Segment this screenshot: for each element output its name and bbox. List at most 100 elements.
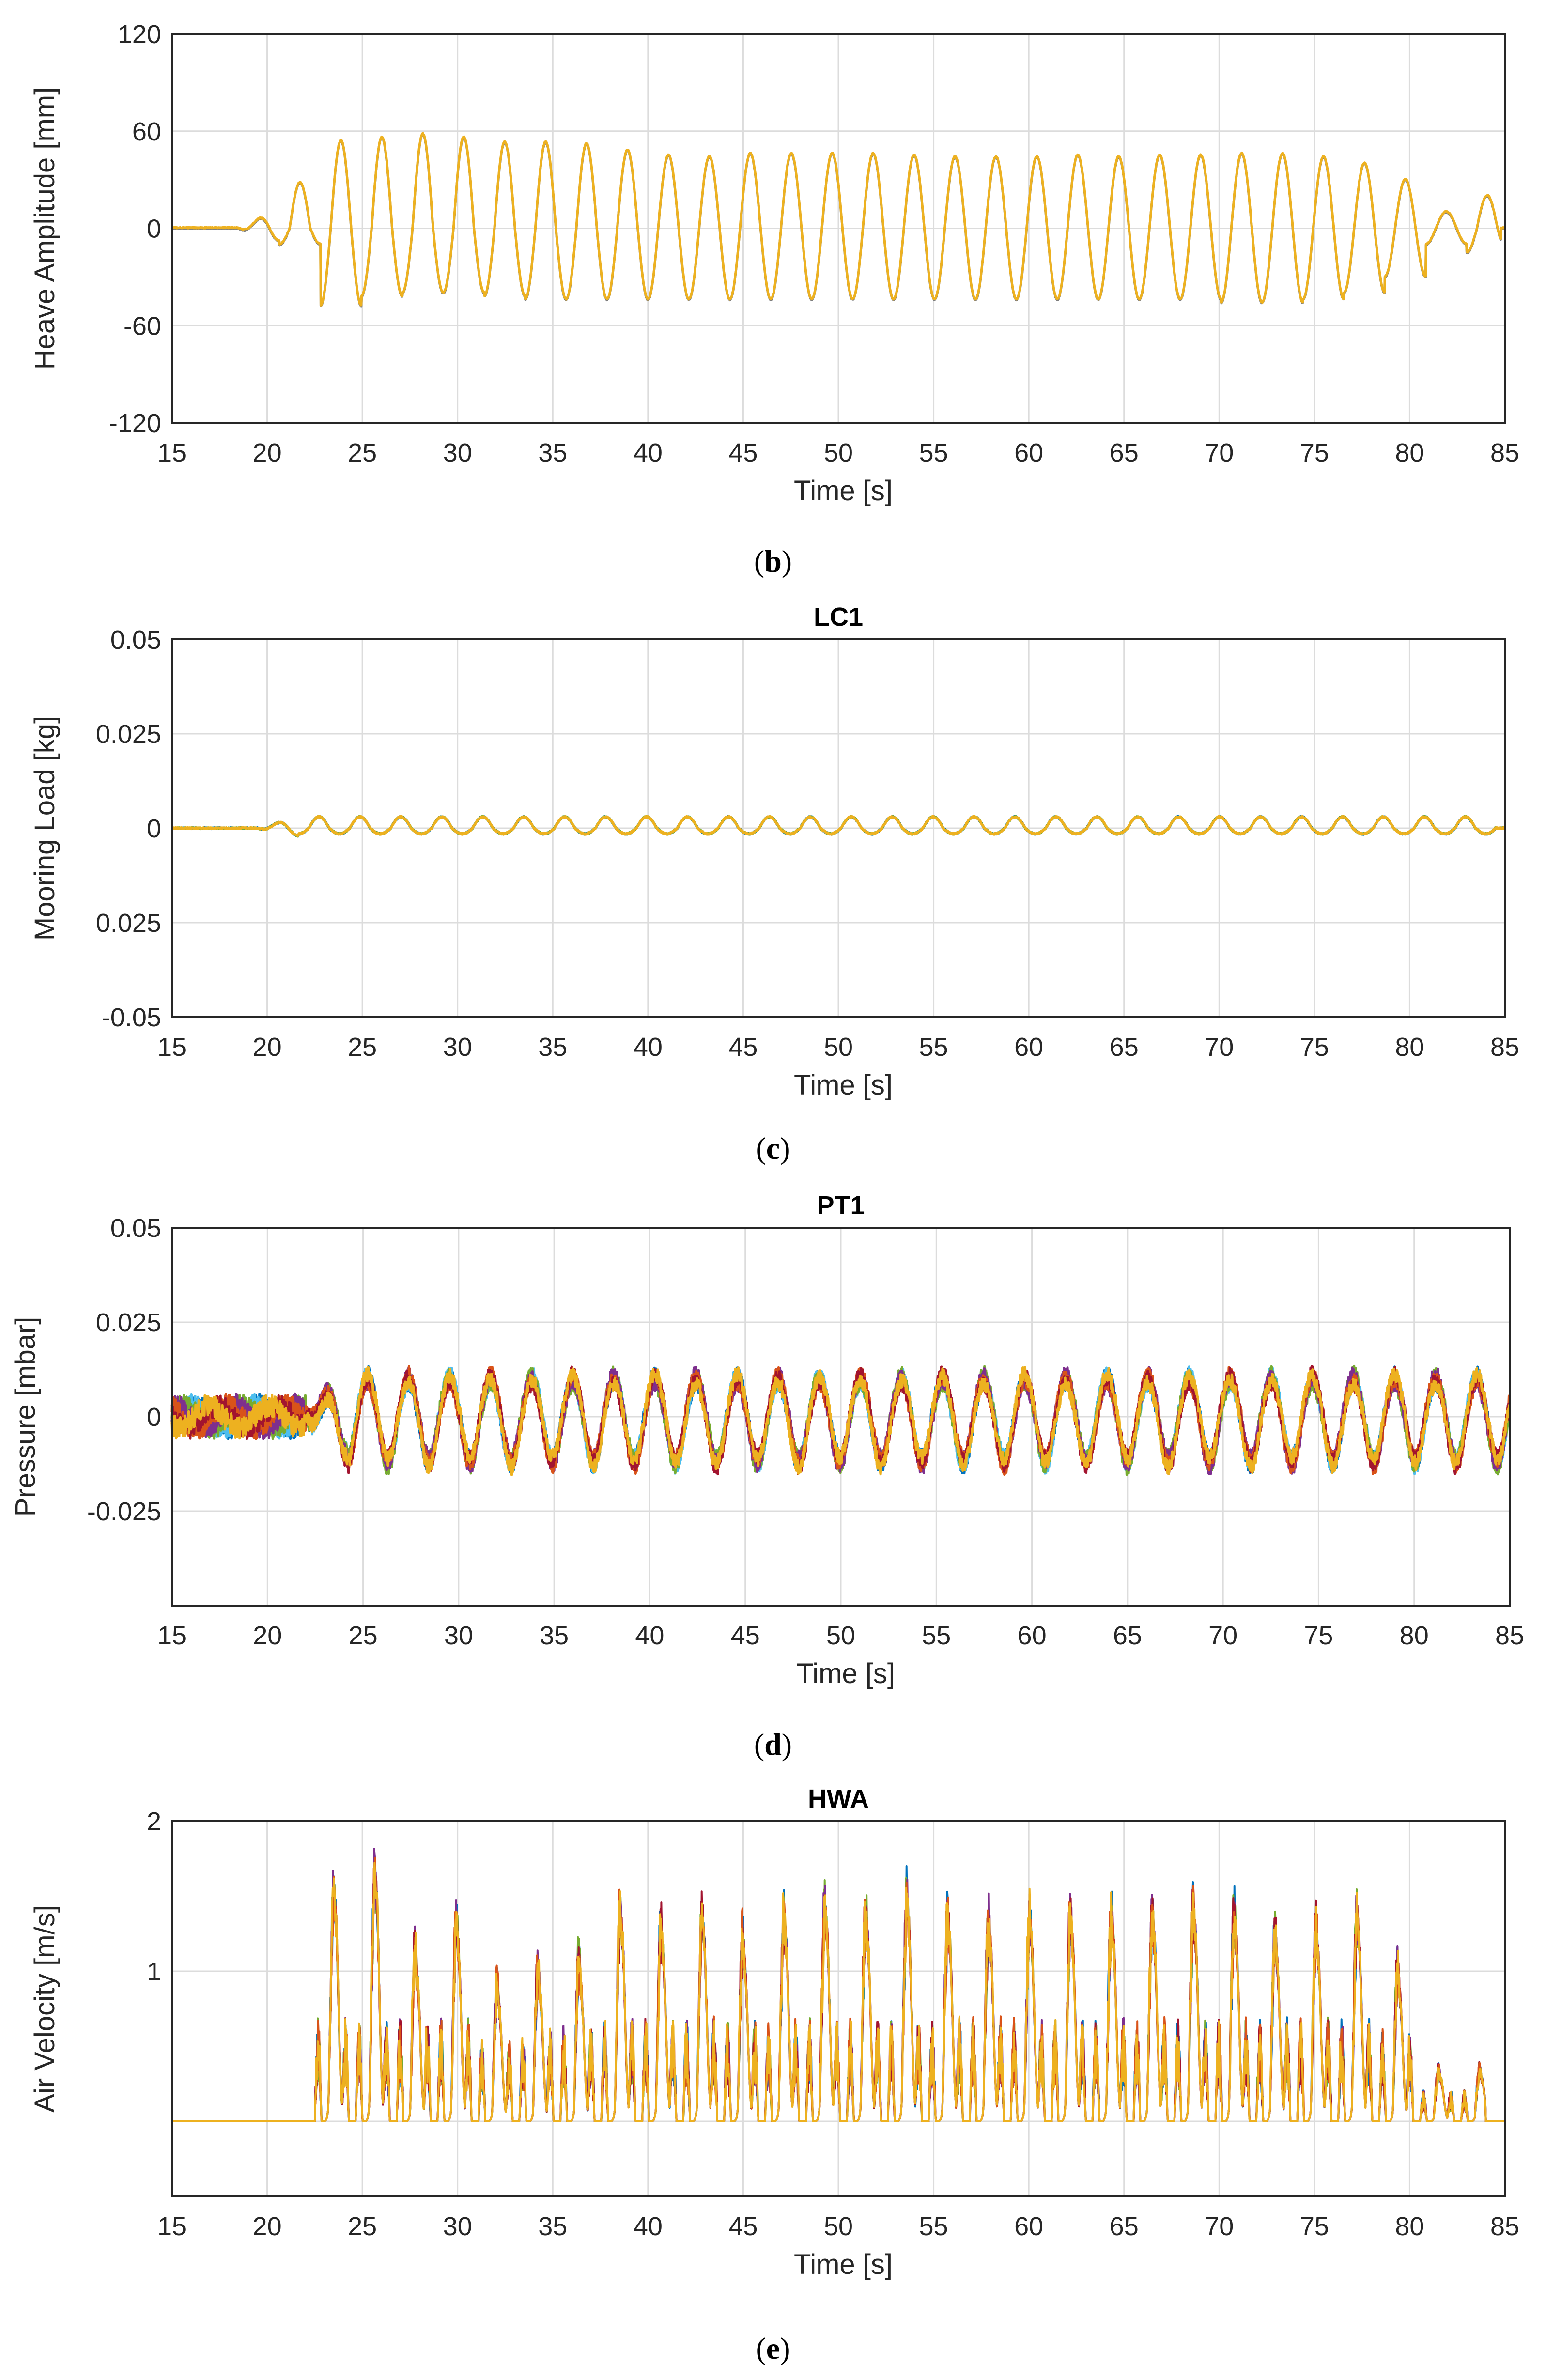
y-tick-label: 2 — [147, 1807, 161, 1836]
x-tick-label: 65 — [1110, 2212, 1139, 2241]
x-tick-label: 85 — [1490, 2212, 1519, 2241]
x-axis-label: Time [s] — [794, 2249, 893, 2280]
x-tick-label: 30 — [443, 1033, 472, 1062]
x-tick-label: 20 — [253, 438, 282, 467]
panel-caption: (b) — [754, 544, 792, 578]
panel-caption: (c) — [756, 1131, 790, 1165]
y-tick-label: 0 — [147, 215, 161, 244]
x-tick-label: 30 — [443, 2212, 472, 2241]
x-tick-label: 15 — [157, 1621, 186, 1650]
x-tick-label: 35 — [538, 1033, 567, 1062]
chart-title: PT1 — [817, 1191, 865, 1220]
x-tick-label: 40 — [634, 2212, 663, 2241]
x-tick-label: 55 — [922, 1621, 951, 1650]
series-line-3 — [171, 815, 1506, 837]
chart-c: 15 20 25 30 35 40 45 50 55 60 65 70 75 80 85 0.05 0.025 0… — [29, 603, 1519, 1165]
x-tick-label: 60 — [1014, 2212, 1043, 2241]
x-tick-label: 50 — [826, 1621, 855, 1650]
axes-box — [171, 33, 1506, 424]
x-tick-label: 80 — [1395, 438, 1424, 467]
chart-title: HWA — [808, 1784, 869, 1813]
y-tick-label: 1 — [147, 1957, 161, 1986]
x-tick-label: 75 — [1300, 1033, 1329, 1062]
x-tick-label: 25 — [348, 438, 377, 467]
series-line-7 — [170, 1365, 1511, 1476]
x-tick-label: 85 — [1490, 438, 1519, 467]
y-axis-label: Pressure [mbar] — [10, 1317, 41, 1517]
x-tick-label: 35 — [538, 438, 567, 467]
x-tick-label: 70 — [1205, 2212, 1234, 2241]
x-tick-label: 40 — [634, 438, 663, 467]
y-tick-label: 0.05 — [110, 625, 161, 654]
chart-d: 15 20 25 30 35 40 45 50 55 60 65 70 75 80 85 0.05 0.025 0… — [10, 1191, 1524, 1762]
x-tick-label: 75 — [1300, 2212, 1329, 2241]
x-tick-label: 65 — [1110, 438, 1139, 467]
x-tick-label: 70 — [1205, 438, 1234, 467]
x-tick-label: 20 — [253, 2212, 282, 2241]
y-tick-label: -60 — [124, 311, 161, 340]
x-tick-label: 35 — [540, 1621, 569, 1650]
y-tick-label: 0 — [147, 814, 161, 843]
y-tick-label: 0.025 — [96, 720, 161, 749]
y-tick-label: 120 — [118, 20, 161, 49]
axes-box — [171, 1227, 1511, 1607]
x-tick-label: 35 — [538, 2212, 567, 2241]
x-tick-label: 65 — [1113, 1621, 1142, 1650]
x-tick-label: 70 — [1205, 1033, 1234, 1062]
x-tick-label: 75 — [1300, 438, 1329, 467]
y-axis-label: Mooring Load [kg] — [29, 716, 61, 941]
x-axis-label: Time [s] — [794, 475, 893, 507]
x-tick-label: 25 — [348, 1033, 377, 1062]
x-tick-label: 25 — [349, 1621, 378, 1650]
x-tick-label: 40 — [634, 1033, 663, 1062]
y-tick-label: 0.05 — [110, 1214, 161, 1243]
x-tick-label: 30 — [443, 438, 472, 467]
panel-caption: (d) — [754, 1727, 792, 1762]
chart-e: 15 20 25 30 35 40 45 50 55 60 65 70 75 80 85 2 1 Time [s]… — [29, 1784, 1519, 2365]
x-tick-label: 50 — [824, 438, 853, 467]
x-tick-label: 60 — [1014, 1033, 1043, 1062]
x-tick-label: 85 — [1495, 1621, 1524, 1650]
axes-box — [171, 638, 1506, 1018]
series-line-6 — [171, 1862, 1506, 2122]
x-tick-label: 75 — [1304, 1621, 1333, 1650]
x-tick-label: 70 — [1208, 1621, 1237, 1650]
x-tick-label: 60 — [1018, 1621, 1047, 1650]
x-axis-label: Time [s] — [796, 1658, 895, 1689]
y-tick-label: 0.025 — [96, 1308, 161, 1337]
x-tick-label: 15 — [157, 438, 186, 467]
x-tick-label: 30 — [444, 1621, 473, 1650]
axes-box — [171, 1820, 1506, 2197]
y-tick-label: 0.025 — [96, 909, 161, 938]
x-tick-label: 40 — [635, 1621, 664, 1650]
x-tick-label: 15 — [157, 1033, 186, 1062]
x-tick-label: 50 — [824, 2212, 853, 2241]
x-tick-label: 80 — [1395, 1033, 1424, 1062]
x-tick-label: 60 — [1014, 438, 1043, 467]
y-tick-label: -0.05 — [102, 1003, 161, 1032]
x-tick-label: 55 — [919, 2212, 948, 2241]
x-tick-label: 20 — [253, 1033, 282, 1062]
series-line-2 — [171, 132, 1506, 307]
y-tick-label: 0 — [147, 1403, 161, 1432]
x-tick-label: 50 — [824, 1033, 853, 1062]
x-tick-label: 80 — [1395, 2212, 1424, 2241]
x-tick-label: 55 — [919, 438, 948, 467]
x-tick-label: 45 — [731, 1621, 760, 1650]
x-tick-label: 45 — [728, 2212, 758, 2241]
x-tick-label: 55 — [919, 1033, 948, 1062]
x-tick-label: 65 — [1110, 1033, 1139, 1062]
x-tick-label: 25 — [348, 2212, 377, 2241]
chart-b: 15 20 25 30 35 40 45 50 55 60 65 70 75 80 85 120 60 0 -60 -… — [29, 20, 1519, 578]
x-tick-label: 45 — [728, 1033, 758, 1062]
y-tick-label: 60 — [132, 117, 161, 146]
y-axis-label: Heave Amplitude [mm] — [29, 87, 61, 370]
x-tick-label: 45 — [728, 438, 758, 467]
panel-caption: (e) — [756, 2331, 790, 2365]
x-tick-label: 15 — [157, 2212, 186, 2241]
y-tick-label: -120 — [109, 409, 161, 438]
chart-title: LC1 — [814, 603, 863, 632]
x-tick-label: 85 — [1490, 1033, 1519, 1062]
y-axis-label: Air Velocity [m/s] — [29, 1905, 61, 2113]
